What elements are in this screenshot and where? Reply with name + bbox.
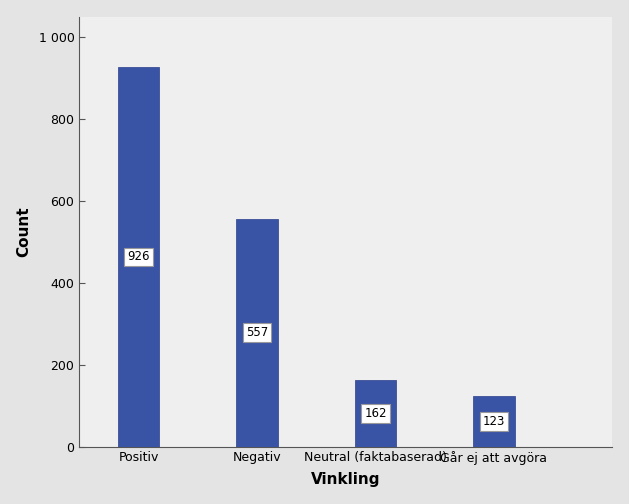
Bar: [237, 219, 278, 447]
Bar: [118, 68, 159, 447]
Text: 557: 557: [246, 326, 268, 339]
Bar: [473, 396, 515, 447]
Text: 926: 926: [127, 250, 150, 264]
X-axis label: Vinkling: Vinkling: [311, 472, 381, 487]
Text: 123: 123: [482, 415, 505, 428]
Text: 162: 162: [364, 407, 387, 420]
Y-axis label: Count: Count: [16, 206, 31, 257]
Bar: [355, 380, 396, 447]
